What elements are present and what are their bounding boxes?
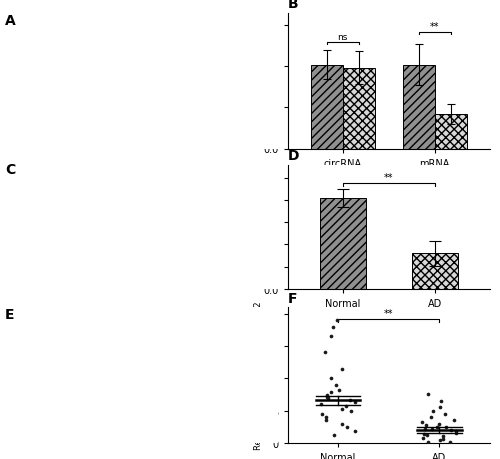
Point bbox=[318, 410, 326, 418]
Point bbox=[322, 393, 330, 401]
Point bbox=[352, 398, 360, 406]
Point bbox=[442, 410, 450, 418]
Point bbox=[326, 375, 334, 382]
Text: C: C bbox=[5, 163, 15, 177]
Bar bbox=[402, 66, 435, 149]
Text: ns: ns bbox=[338, 33, 348, 42]
Point bbox=[322, 417, 330, 424]
Bar bbox=[310, 66, 342, 149]
Point bbox=[346, 397, 354, 404]
Point bbox=[422, 422, 430, 429]
Point bbox=[420, 425, 428, 432]
Point bbox=[330, 431, 338, 439]
Point bbox=[338, 420, 345, 427]
Point bbox=[348, 407, 356, 414]
Point bbox=[436, 404, 444, 411]
Point bbox=[452, 429, 460, 437]
Text: B: B bbox=[288, 0, 298, 11]
Text: **: ** bbox=[430, 22, 440, 32]
Point bbox=[424, 438, 432, 445]
Text: D: D bbox=[288, 149, 299, 162]
Point bbox=[442, 424, 450, 431]
Point bbox=[332, 381, 340, 389]
Point bbox=[332, 317, 340, 324]
Point bbox=[330, 323, 338, 330]
Point bbox=[418, 418, 426, 425]
Point bbox=[440, 433, 448, 440]
Legend: Mock, RNase R: Mock, RNase R bbox=[338, 0, 440, 4]
Point bbox=[338, 405, 346, 413]
Point bbox=[321, 349, 329, 356]
Point bbox=[433, 423, 441, 431]
Point bbox=[437, 397, 445, 405]
Bar bbox=[412, 254, 458, 289]
Bar bbox=[435, 115, 467, 149]
Point bbox=[322, 414, 330, 421]
Point bbox=[424, 431, 432, 439]
Text: **: ** bbox=[384, 308, 394, 318]
Point bbox=[324, 395, 332, 402]
Bar bbox=[320, 198, 366, 289]
Y-axis label: Relative expression of circ_TGFBR2: Relative expression of circ_TGFBR2 bbox=[254, 301, 264, 449]
Text: **: ** bbox=[384, 173, 394, 183]
Point bbox=[342, 423, 350, 431]
Y-axis label: AOD of circ_TGFBR2: AOD of circ_TGFBR2 bbox=[251, 182, 260, 272]
Point bbox=[435, 420, 443, 427]
Text: E: E bbox=[5, 308, 15, 321]
Point bbox=[426, 414, 434, 421]
Point bbox=[420, 430, 428, 437]
Point bbox=[446, 426, 454, 434]
Point bbox=[316, 401, 324, 408]
Text: F: F bbox=[288, 291, 297, 305]
Point bbox=[424, 391, 432, 398]
Point bbox=[452, 428, 460, 435]
Point bbox=[350, 428, 358, 435]
Point bbox=[322, 392, 330, 399]
Point bbox=[338, 365, 346, 372]
Point bbox=[450, 416, 458, 423]
Point bbox=[446, 439, 454, 446]
Point bbox=[428, 407, 436, 414]
Point bbox=[428, 426, 436, 433]
Point bbox=[436, 437, 444, 444]
Point bbox=[326, 333, 334, 340]
Text: A: A bbox=[5, 14, 16, 28]
Point bbox=[327, 389, 335, 396]
Bar bbox=[342, 69, 375, 149]
Point bbox=[335, 386, 343, 394]
Point bbox=[438, 436, 446, 443]
Point bbox=[342, 403, 349, 410]
Y-axis label: Relative expression: Relative expression bbox=[252, 37, 260, 126]
Point bbox=[419, 434, 427, 442]
